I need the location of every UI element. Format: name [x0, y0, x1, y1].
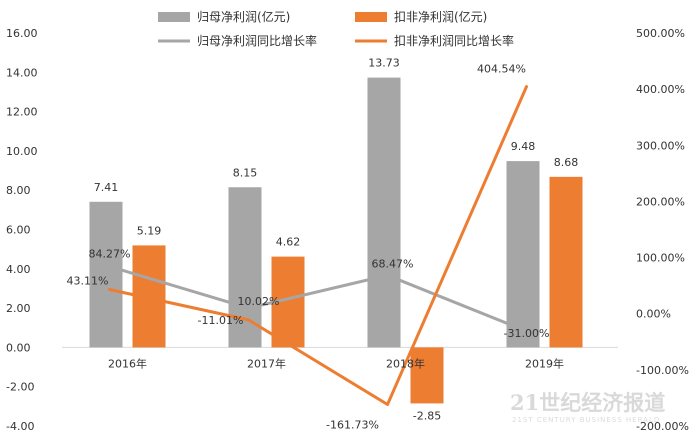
bars: [89, 77, 583, 404]
line-label-s2-3: 404.54%: [477, 63, 526, 76]
x-category-label-1: 2017年: [247, 356, 286, 370]
line-label-s1-2: 68.47%: [372, 257, 414, 270]
bar-label-s2-1: 4.62: [276, 236, 301, 249]
bar-s2-2: [410, 347, 444, 404]
legend: 归母净利润(亿元) 扣非净利润(亿元) 归母净利润同比增长率 扣非净利润同比增长…: [158, 9, 514, 48]
legend-swatch-bar-2: [355, 12, 387, 22]
bar-label-s2-2: -2.85: [413, 409, 441, 422]
left-tick-label-7: 10.00: [6, 145, 38, 158]
right-axis-ticks: -200.00% -100.00% 0.00% 100.00% 200.00% 300.0…: [636, 27, 689, 433]
line-label-s2-2: -161.73%: [326, 419, 379, 432]
x-category-labels: 2016年 2017年 2018年 2019年: [108, 356, 564, 370]
bar-s1-1: [228, 187, 262, 348]
right-tick-label-5: 300.00%: [636, 139, 685, 152]
bar-label-s1-1: 8.15: [233, 166, 258, 179]
x-category-label-3: 2019年: [525, 356, 564, 370]
watermark-subtitle: 21ST CENTURY BUSINESS HERALD: [512, 416, 660, 424]
legend-label-bar-2: 扣非净利润(亿元): [394, 9, 487, 24]
line-series-2: [108, 85, 528, 406]
right-tick-label-7: 500.00%: [636, 27, 685, 40]
watermark: 21世纪经济报道 21ST CENTURY BUSINESS HERALD: [510, 390, 665, 424]
right-tick-label-3: 100.00%: [636, 252, 685, 265]
bar-label-s1-2: 13.73: [368, 57, 400, 70]
line-label-s1-1: 10.02%: [238, 295, 280, 308]
legend-label-line-2: 扣非净利润同比增长率: [394, 33, 514, 48]
line-label-s2-0: 43.11%: [67, 275, 109, 288]
line-label-s1-0: 84.27%: [89, 247, 131, 260]
right-tick-label-4: 200.00%: [636, 195, 685, 208]
left-tick-label-9: 14.00: [6, 66, 38, 79]
left-tick-label-10: 16.00: [6, 27, 38, 40]
bar-s1-2: [367, 77, 401, 348]
left-tick-label-0: -4.00: [6, 420, 34, 433]
left-tick-label-2: 0.00: [6, 341, 31, 354]
legend-label-bar-1: 归母净利润(亿元): [197, 9, 290, 24]
bar-s2-3: [549, 176, 583, 348]
right-tick-label-6: 400.00%: [636, 83, 685, 96]
left-tick-label-8: 12.00: [6, 106, 38, 119]
lines: [108, 85, 528, 406]
right-tick-label-1: -100.00%: [636, 364, 689, 377]
left-tick-label-1: -2.00: [6, 381, 34, 394]
line-series-1: [108, 264, 528, 333]
bar-s1-0: [89, 201, 123, 348]
bar-label-s1-0: 7.41: [94, 181, 119, 194]
left-axis-ticks: -4.00 -2.00 0.00 2.00 4.00 6.00 8.00 10.00 12.00…: [6, 27, 38, 433]
x-category-label-0: 2016年: [108, 356, 147, 370]
line-data-labels: 84.27% 10.02% 68.47% -31.00% 43.11% -11.01% -1…: [67, 63, 550, 432]
bar-label-s1-3: 9.48: [511, 140, 536, 153]
line-label-s2-1: -11.01%: [198, 314, 244, 327]
watermark-title: 21世纪经济报道: [510, 390, 665, 415]
right-tick-label-0: -200.00%: [636, 420, 689, 433]
legend-label-line-1: 归母净利润同比增长率: [197, 33, 317, 48]
right-tick-label-2: 0.00%: [636, 308, 671, 321]
left-tick-label-5: 6.00: [6, 224, 31, 237]
bar-label-s2-3: 8.68: [554, 156, 579, 169]
bar-label-s2-0: 5.19: [137, 224, 162, 237]
left-tick-label-4: 4.00: [6, 263, 31, 276]
x-category-label-2: 2018年: [386, 356, 425, 370]
line-label-s1-3: -31.00%: [504, 327, 550, 340]
bar-s1-3: [506, 161, 540, 348]
legend-swatch-bar-1: [158, 12, 190, 22]
left-tick-label-6: 8.00: [6, 184, 31, 197]
bar-data-labels: 7.41 8.15 13.73 9.48 5.19 4.62 -2.85 8.68: [94, 57, 579, 423]
left-tick-label-3: 2.00: [6, 302, 31, 315]
